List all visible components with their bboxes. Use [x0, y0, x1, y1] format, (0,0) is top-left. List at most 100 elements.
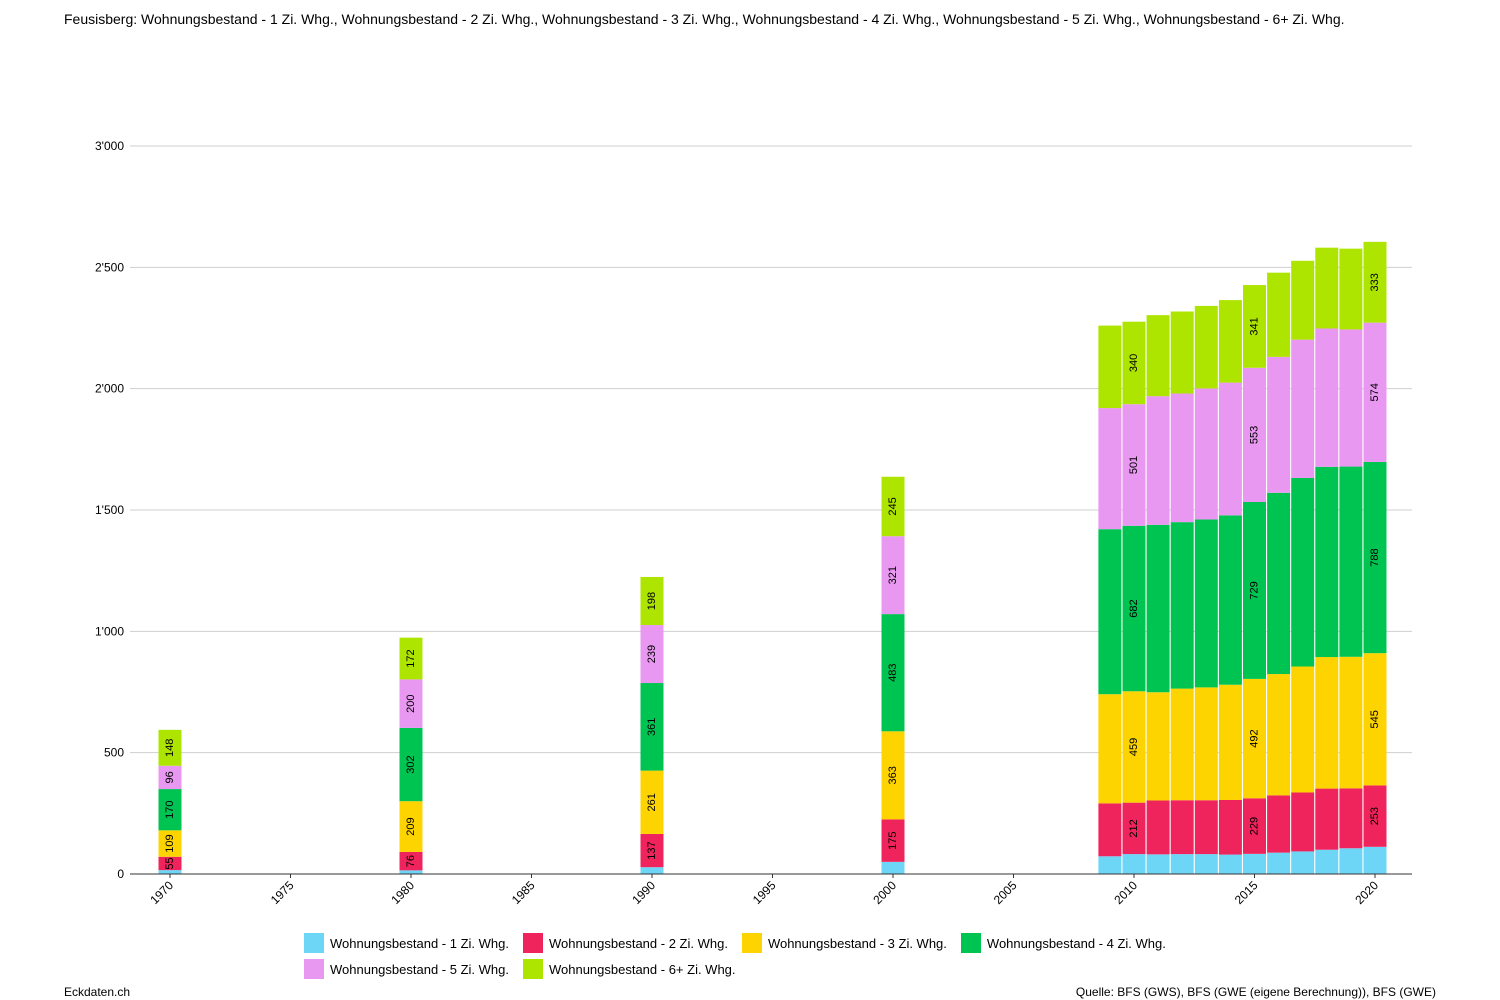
bar-value-label: 333	[1369, 273, 1381, 291]
bar-segment	[1098, 694, 1122, 804]
bar-segment	[1267, 674, 1291, 796]
bar-value-label: 137	[646, 841, 658, 859]
bar-segment	[1291, 477, 1315, 667]
legend-label: Wohnungsbestand - 6+ Zi. Whg.	[548, 961, 736, 977]
bar-value-label: 302	[405, 755, 417, 773]
bar-segment	[158, 765, 182, 790]
bar-segment	[1291, 851, 1315, 874]
brand-link[interactable]: Eckdaten.ch	[64, 985, 131, 999]
legend-swatch	[960, 933, 981, 953]
bar-value-label: 501	[1128, 456, 1140, 474]
bar-value-label: 340	[1128, 354, 1140, 372]
y-tick-label: 500	[104, 746, 124, 760]
bar-value-label: 459	[1128, 738, 1140, 756]
bar-segment	[640, 867, 664, 874]
bar-segment	[1218, 854, 1242, 874]
bar-stacks	[158, 241, 1387, 874]
bar-value-label: 209	[405, 817, 417, 835]
bar-value-label: 363	[887, 766, 899, 784]
bar-segment	[1267, 795, 1291, 853]
y-tick-label: 1'000	[95, 624, 124, 638]
bar-segment	[881, 536, 905, 615]
legend-item-5zi[interactable]: Wohnungsbestand - 5 Zi. Whg.	[304, 959, 509, 979]
bar-segment	[1267, 356, 1291, 493]
legend-swatch	[304, 933, 324, 953]
bar-segment	[1243, 501, 1266, 679]
bar-segment	[1218, 515, 1242, 685]
bar-value-label: 341	[1249, 317, 1261, 335]
bar-segment	[1339, 329, 1363, 467]
bar-segment	[1146, 524, 1170, 693]
legend-item-2zi[interactable]: Wohnungsbestand - 2 Zi. Whg.	[522, 933, 728, 953]
bar-value-label: 239	[646, 645, 658, 663]
bar-segment	[1194, 800, 1218, 855]
bar-segment	[1363, 322, 1387, 462]
bar-value-label: 229	[1249, 817, 1261, 835]
legend-swatch	[522, 933, 543, 953]
x-tick-label: 2000	[870, 878, 899, 907]
legend-label: Wohnungsbestand - 5 Zi. Whg.	[330, 961, 509, 977]
bar-segment	[1291, 666, 1315, 793]
bar-segment	[1122, 525, 1146, 692]
x-tick-label: 1980	[388, 878, 417, 907]
bar-segment	[1339, 788, 1363, 849]
bar-segment	[1315, 657, 1339, 789]
bar-segment	[640, 833, 664, 868]
bar-segment	[1218, 382, 1242, 516]
bar-segment	[1146, 396, 1170, 525]
bar-segment	[1315, 328, 1339, 467]
bar-segment	[1122, 321, 1146, 405]
bar-segment	[881, 731, 905, 820]
bar-segment	[1122, 854, 1146, 874]
x-tick-label: 1985	[509, 878, 538, 907]
bar-value-label: 175	[887, 831, 899, 849]
bar-segment	[399, 637, 423, 680]
bar-value-label: 200	[405, 694, 417, 712]
legend-label: Wohnungsbestand - 4 Zi. Whg.	[986, 935, 1166, 951]
bar-segment	[399, 851, 423, 871]
bar-segment	[1339, 248, 1363, 330]
bar-segment	[1170, 522, 1194, 689]
bar-segment	[1315, 247, 1339, 329]
bar-value-label: 682	[1128, 599, 1140, 617]
bar-segment	[1146, 854, 1170, 874]
bar-segment	[1098, 803, 1122, 857]
y-tick-label: 0	[117, 867, 124, 881]
bar-segment	[158, 729, 182, 766]
bar-segment	[1363, 241, 1387, 323]
bar-segment	[1194, 519, 1218, 688]
bar-segment	[1146, 315, 1170, 397]
bar-segment	[1098, 529, 1122, 695]
bar-value-label: 261	[646, 793, 658, 811]
bar-segment	[640, 625, 664, 684]
bar-segment	[399, 727, 423, 802]
bar-value-label: 483	[887, 664, 899, 682]
x-tick-label: 2005	[991, 878, 1020, 907]
legend-item-1zi[interactable]: Wohnungsbestand - 1 Zi. Whg.	[304, 933, 509, 953]
legend: Wohnungsbestand - 1 Zi. Whg. Wohnungsbes…	[304, 930, 1264, 982]
bar-value-label: 148	[164, 739, 176, 757]
bar-segment	[881, 476, 905, 537]
bar-segment	[1339, 656, 1363, 789]
legend-item-4zi[interactable]: Wohnungsbestand - 4 Zi. Whg.	[960, 933, 1166, 953]
bar-segment	[1194, 305, 1218, 389]
source-note: Quelle: BFS (GWS), BFS (GWE (eigene Bere…	[1075, 985, 1436, 999]
chart-title: Feusisberg: Wohnungsbestand - 1 Zi. Whg.…	[64, 11, 1345, 27]
legend-swatch	[522, 959, 543, 979]
x-tick-label: 2010	[1111, 878, 1140, 907]
bar-segment	[1315, 466, 1339, 658]
x-tick-label: 2015	[1232, 878, 1261, 907]
bar-segment	[1194, 854, 1218, 874]
bar-segment	[1170, 854, 1194, 874]
bar-segment	[1363, 846, 1387, 874]
legend-label: Wohnungsbestand - 1 Zi. Whg.	[330, 935, 509, 951]
stacked-bar-chart: 0 500 1'000 1'500 2'000 2'500 3'000 55 109 170 96…	[95, 139, 1412, 907]
bar-value-label: 76	[405, 855, 417, 867]
bar-value-label: 96	[164, 771, 176, 783]
x-tick-label: 1975	[268, 878, 297, 907]
bar-segment	[399, 801, 423, 852]
bar-segment	[1122, 802, 1146, 855]
bar-segment	[1267, 272, 1291, 357]
legend-item-3zi[interactable]: Wohnungsbestand - 3 Zi. Whg.	[741, 933, 947, 953]
legend-item-6zi[interactable]: Wohnungsbestand - 6+ Zi. Whg.	[522, 959, 736, 979]
